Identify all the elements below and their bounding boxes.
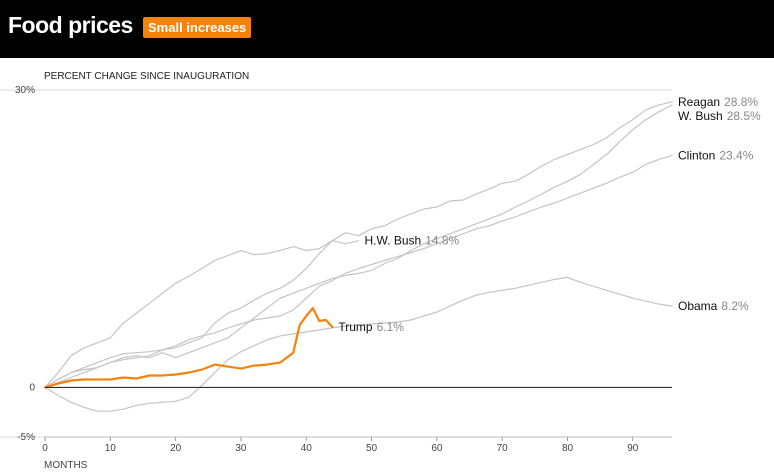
series-value: 23.4%: [719, 148, 753, 162]
y-tick-label: -5%: [17, 432, 35, 443]
series-value: 28.8%: [724, 95, 758, 109]
series-label-clinton: Clinton 23.4%: [678, 148, 754, 162]
series-layer: [43, 101, 673, 412]
y-tick-label: 0: [29, 382, 35, 393]
series-value: 14.8%: [425, 234, 459, 248]
x-tick-label: 30: [235, 443, 247, 454]
series-label-w-bush: W. Bush 28.5%: [678, 109, 761, 123]
series-line-reagan: [44, 101, 673, 388]
series-line-obama: [44, 276, 673, 412]
summary-badge: Small increases: [143, 17, 252, 38]
tick-layer: 30% 0 -5% 0 10 20 30 40 50 60 70 80 90: [15, 85, 639, 454]
series-name: Clinton: [678, 148, 715, 162]
x-tick-label: 50: [366, 443, 378, 454]
x-tick-label: 10: [105, 443, 117, 454]
series-value: 6.1%: [377, 320, 405, 334]
series-line-h-w-bush: [44, 240, 360, 388]
x-tick-label: 40: [301, 443, 313, 454]
series-value: 28.5%: [727, 109, 761, 123]
series-label-obama: Obama 8.2%: [678, 299, 749, 313]
series-label-h-w-bush: H.W. Bush 14.8%: [365, 234, 460, 248]
y-axis-label: PERCENT CHANGE SINCE INAUGURATION: [44, 71, 249, 82]
series-label-layer: Reagan 28.8%W. Bush 28.5% Clinton 23.4% H.W. …: [338, 95, 761, 334]
x-tick-label: 80: [562, 443, 574, 454]
series-value: 8.2%: [721, 299, 749, 313]
chart-header: Food prices Small increases: [0, 0, 774, 58]
series-label-reagan: Reagan 28.8%: [678, 95, 758, 109]
series-line-w-bush: [44, 104, 673, 388]
x-tick-label: 0: [42, 443, 48, 454]
x-tick-label: 90: [627, 443, 639, 454]
series-label-trump: Trump 6.1%: [338, 320, 404, 334]
series-name: Trump: [338, 320, 373, 334]
chart-title: Food prices: [8, 12, 133, 38]
series-name: W. Bush: [678, 109, 723, 123]
series-line-trump: [43, 307, 334, 389]
series-line-clinton: [44, 154, 673, 388]
x-tick-label: 70: [497, 443, 509, 454]
line-chart: PERCENT CHANGE SINCE INAUGURATION 30% 0 -5…: [0, 71, 761, 471]
series-name: Obama: [678, 299, 718, 313]
x-axis-label: MONTHS: [44, 460, 88, 471]
series-name: H.W. Bush: [365, 234, 422, 248]
y-tick-label: 30%: [15, 85, 35, 96]
x-tick-label: 20: [170, 443, 182, 454]
grid-layer: [0, 89, 672, 438]
x-tick-label: 60: [431, 443, 443, 454]
series-name: Reagan: [678, 95, 720, 109]
